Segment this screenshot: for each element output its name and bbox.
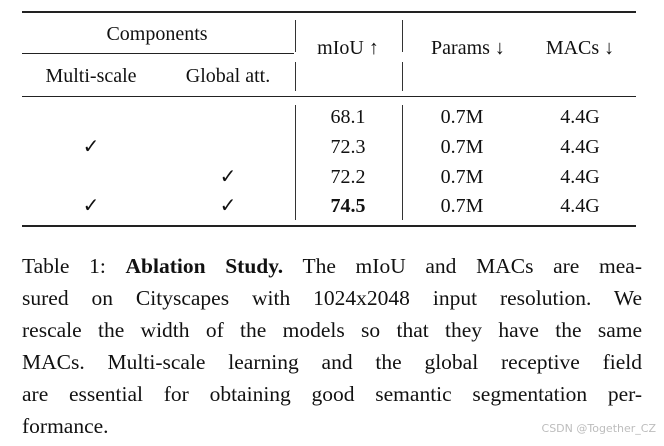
caption-line: rescale the width of the models so that … <box>22 318 642 342</box>
vsep-miou-params-top <box>402 20 403 52</box>
header-macs: MACs ↓ <box>545 37 615 59</box>
header-miou: mIoU ↑ <box>317 37 379 59</box>
macs-value: 4.4G <box>560 106 600 128</box>
header-global-att: Global att. <box>185 65 271 87</box>
header-params: Params ↓ <box>431 37 505 59</box>
watermark: CSDN @Together_CZ <box>541 422 656 435</box>
caption-title: Ablation Study. <box>125 254 284 278</box>
vsep-components-miou-mid <box>295 62 296 91</box>
caption-line: sured on Cityscapes with 1024x2048 input… <box>22 286 642 310</box>
caption-line: MACs. Multi-scale learning and the globa… <box>22 350 642 374</box>
miou-value: 68.1 <box>330 106 366 128</box>
check-multi-scale: ✓ <box>82 136 100 158</box>
miou-value: 72.2 <box>330 166 366 188</box>
caption-line: formance. <box>22 414 109 438</box>
bottom-rule <box>22 225 636 227</box>
components-cmidrule <box>22 53 294 54</box>
miou-value-best: 74.5 <box>330 195 366 217</box>
check-global-att: ✓ <box>219 195 237 217</box>
top-rule <box>22 11 636 13</box>
vsep-miou-params-mid <box>402 62 403 91</box>
header-rule <box>22 96 636 97</box>
params-value: 0.7M <box>440 195 484 217</box>
vsep-components-miou-top <box>295 20 296 52</box>
check-global-att: ✓ <box>219 166 237 188</box>
caption-label: Table 1: <box>22 254 106 278</box>
caption-line: are essential for obtaining good semanti… <box>22 382 642 406</box>
macs-value: 4.4G <box>560 195 600 217</box>
header-components: Components <box>106 23 208 45</box>
params-value: 0.7M <box>440 106 484 128</box>
macs-value: 4.4G <box>560 136 600 158</box>
vsep-miou-params-body <box>402 105 403 220</box>
caption-line: Table 1: Ablation Study. The mIoU and MA… <box>22 254 642 278</box>
params-value: 0.7M <box>440 136 484 158</box>
check-multi-scale: ✓ <box>82 195 100 217</box>
header-multi-scale: Multi-scale <box>45 65 137 87</box>
vsep-components-miou-body <box>295 105 296 220</box>
miou-value: 72.3 <box>330 136 366 158</box>
params-value: 0.7M <box>440 166 484 188</box>
table-caption: Table 1: Ablation Study. The mIoU and MA… <box>22 250 642 442</box>
macs-value: 4.4G <box>560 166 600 188</box>
